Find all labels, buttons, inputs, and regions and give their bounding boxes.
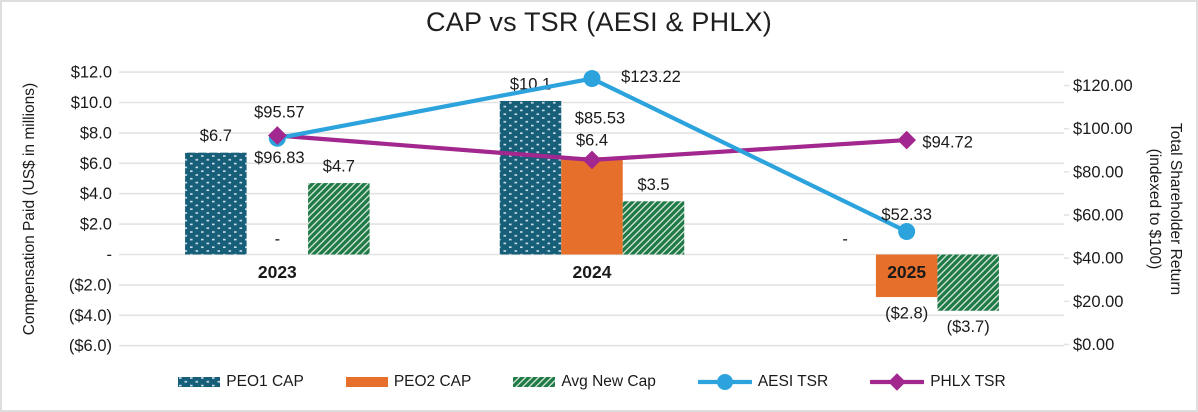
value-label-phlx-tsr-2024: $85.53 <box>575 109 625 127</box>
legend-item-avg-new-cap: Avg New Cap <box>513 373 656 391</box>
left-axis-tick-label: - <box>107 246 113 264</box>
value-label-phlx-tsr-2025: $94.72 <box>922 134 972 152</box>
value-label-phlx-tsr-2023: $96.83 <box>254 149 304 167</box>
left-axis-tick-label: $6.0 <box>80 155 112 173</box>
bar-label-peo2-cap-2023: - <box>275 231 281 249</box>
right-axis-tick-label: $20.00 <box>1073 293 1123 311</box>
bar-label-peo2-cap-2024: $6.4 <box>576 132 608 150</box>
bar-label-peo2-cap-2025: ($2.8) <box>885 305 928 323</box>
value-label-aesi-tsr-2023: $95.57 <box>254 104 304 122</box>
category-label-2024: 2024 <box>573 262 612 282</box>
legend-item-aesi-tsr: AESI TSR <box>697 373 829 391</box>
legend-swatch-peo1-cap <box>178 377 221 387</box>
left-axis-tick-label: $4.0 <box>80 185 112 203</box>
category-label-2025: 2025 <box>887 262 926 282</box>
left-axis-tick-label: $10.0 <box>71 94 112 112</box>
legend-label-peo2-cap: PEO2 CAP <box>393 373 472 390</box>
left-axis-tick-label: $8.0 <box>80 124 112 142</box>
value-label-aesi-tsr-2025: $52.33 <box>881 206 931 224</box>
right-axis-tick-label: $120.00 <box>1073 77 1133 95</box>
left-axis-tick-label: ($2.0) <box>69 276 112 294</box>
legend-item-peo2-cap: PEO2 CAP <box>345 373 472 391</box>
legend-item-phlx-tsr: PHLX TSR <box>870 373 1006 391</box>
legend-item-peo1-cap: PEO1 CAP <box>178 373 304 391</box>
marker-phlx-tsr-2025 <box>897 130 917 150</box>
marker-aesi-tsr-2024 <box>583 70 601 88</box>
right-axis-tick-label: $40.00 <box>1073 250 1123 268</box>
category-label-2023: 2023 <box>258 262 297 282</box>
bar-label-avg-new-cap-2024: $3.5 <box>637 176 669 194</box>
bar-label-peo1-cap-2025: - <box>842 231 848 249</box>
chart-title: CAP vs TSR (AESI & PHLX) <box>426 7 772 37</box>
chart-legend: PEO1 CAP PEO2 CAP Avg New Cap AESI TSR PHLX … <box>120 370 1064 394</box>
right-axis-tick-label: $60.00 <box>1073 207 1123 225</box>
bar-avg-new-cap-2025 <box>937 254 999 311</box>
legend-swatch-avg-new-cap <box>513 377 556 387</box>
left-axis-tick-label: ($6.0) <box>69 337 112 355</box>
legend-swatch-peo2-cap <box>345 377 388 387</box>
left-axis-tick-label: ($4.0) <box>69 307 112 325</box>
legend-label-peo1-cap: PEO1 CAP <box>226 373 304 390</box>
legend-label-aesi-tsr: AESI TSR <box>757 373 829 390</box>
marker-aesi-tsr-2025 <box>898 223 916 241</box>
value-label-aesi-tsr-2024: $123.22 <box>621 68 681 86</box>
legend-label-avg-new-cap: Avg New Cap <box>561 373 656 390</box>
right-axis-tick-label: $100.00 <box>1073 120 1133 138</box>
bar-peo2-cap-2024 <box>561 157 623 255</box>
bar-peo1-cap-2023 <box>185 152 247 255</box>
right-axis-tick-label: $80.00 <box>1073 163 1123 181</box>
bar-avg-new-cap-2023 <box>308 183 370 255</box>
bar-peo2-cap-2025 <box>875 254 938 298</box>
legend-label-phlx-tsr: PHLX TSR <box>930 373 1006 390</box>
left-axis-tick-label: $12.0 <box>71 64 112 82</box>
bar-peo1-cap-2024 <box>499 100 562 255</box>
legend-swatch-aesi-tsr <box>697 374 752 390</box>
right-axis-tick-label: $0.00 <box>1073 336 1114 354</box>
marker-phlx-tsr-2023 <box>267 126 287 145</box>
bar-label-avg-new-cap-2025: ($3.7) <box>947 318 990 336</box>
bar-label-peo1-cap-2023: $6.7 <box>200 127 232 145</box>
marker-phlx-tsr-2024 <box>582 150 602 170</box>
legend-swatch-phlx-tsr <box>870 373 925 391</box>
left-axis-tick-label: $2.0 <box>80 216 112 234</box>
bar-avg-new-cap-2024 <box>622 201 685 255</box>
bar-label-avg-new-cap-2023: $4.7 <box>323 158 355 176</box>
